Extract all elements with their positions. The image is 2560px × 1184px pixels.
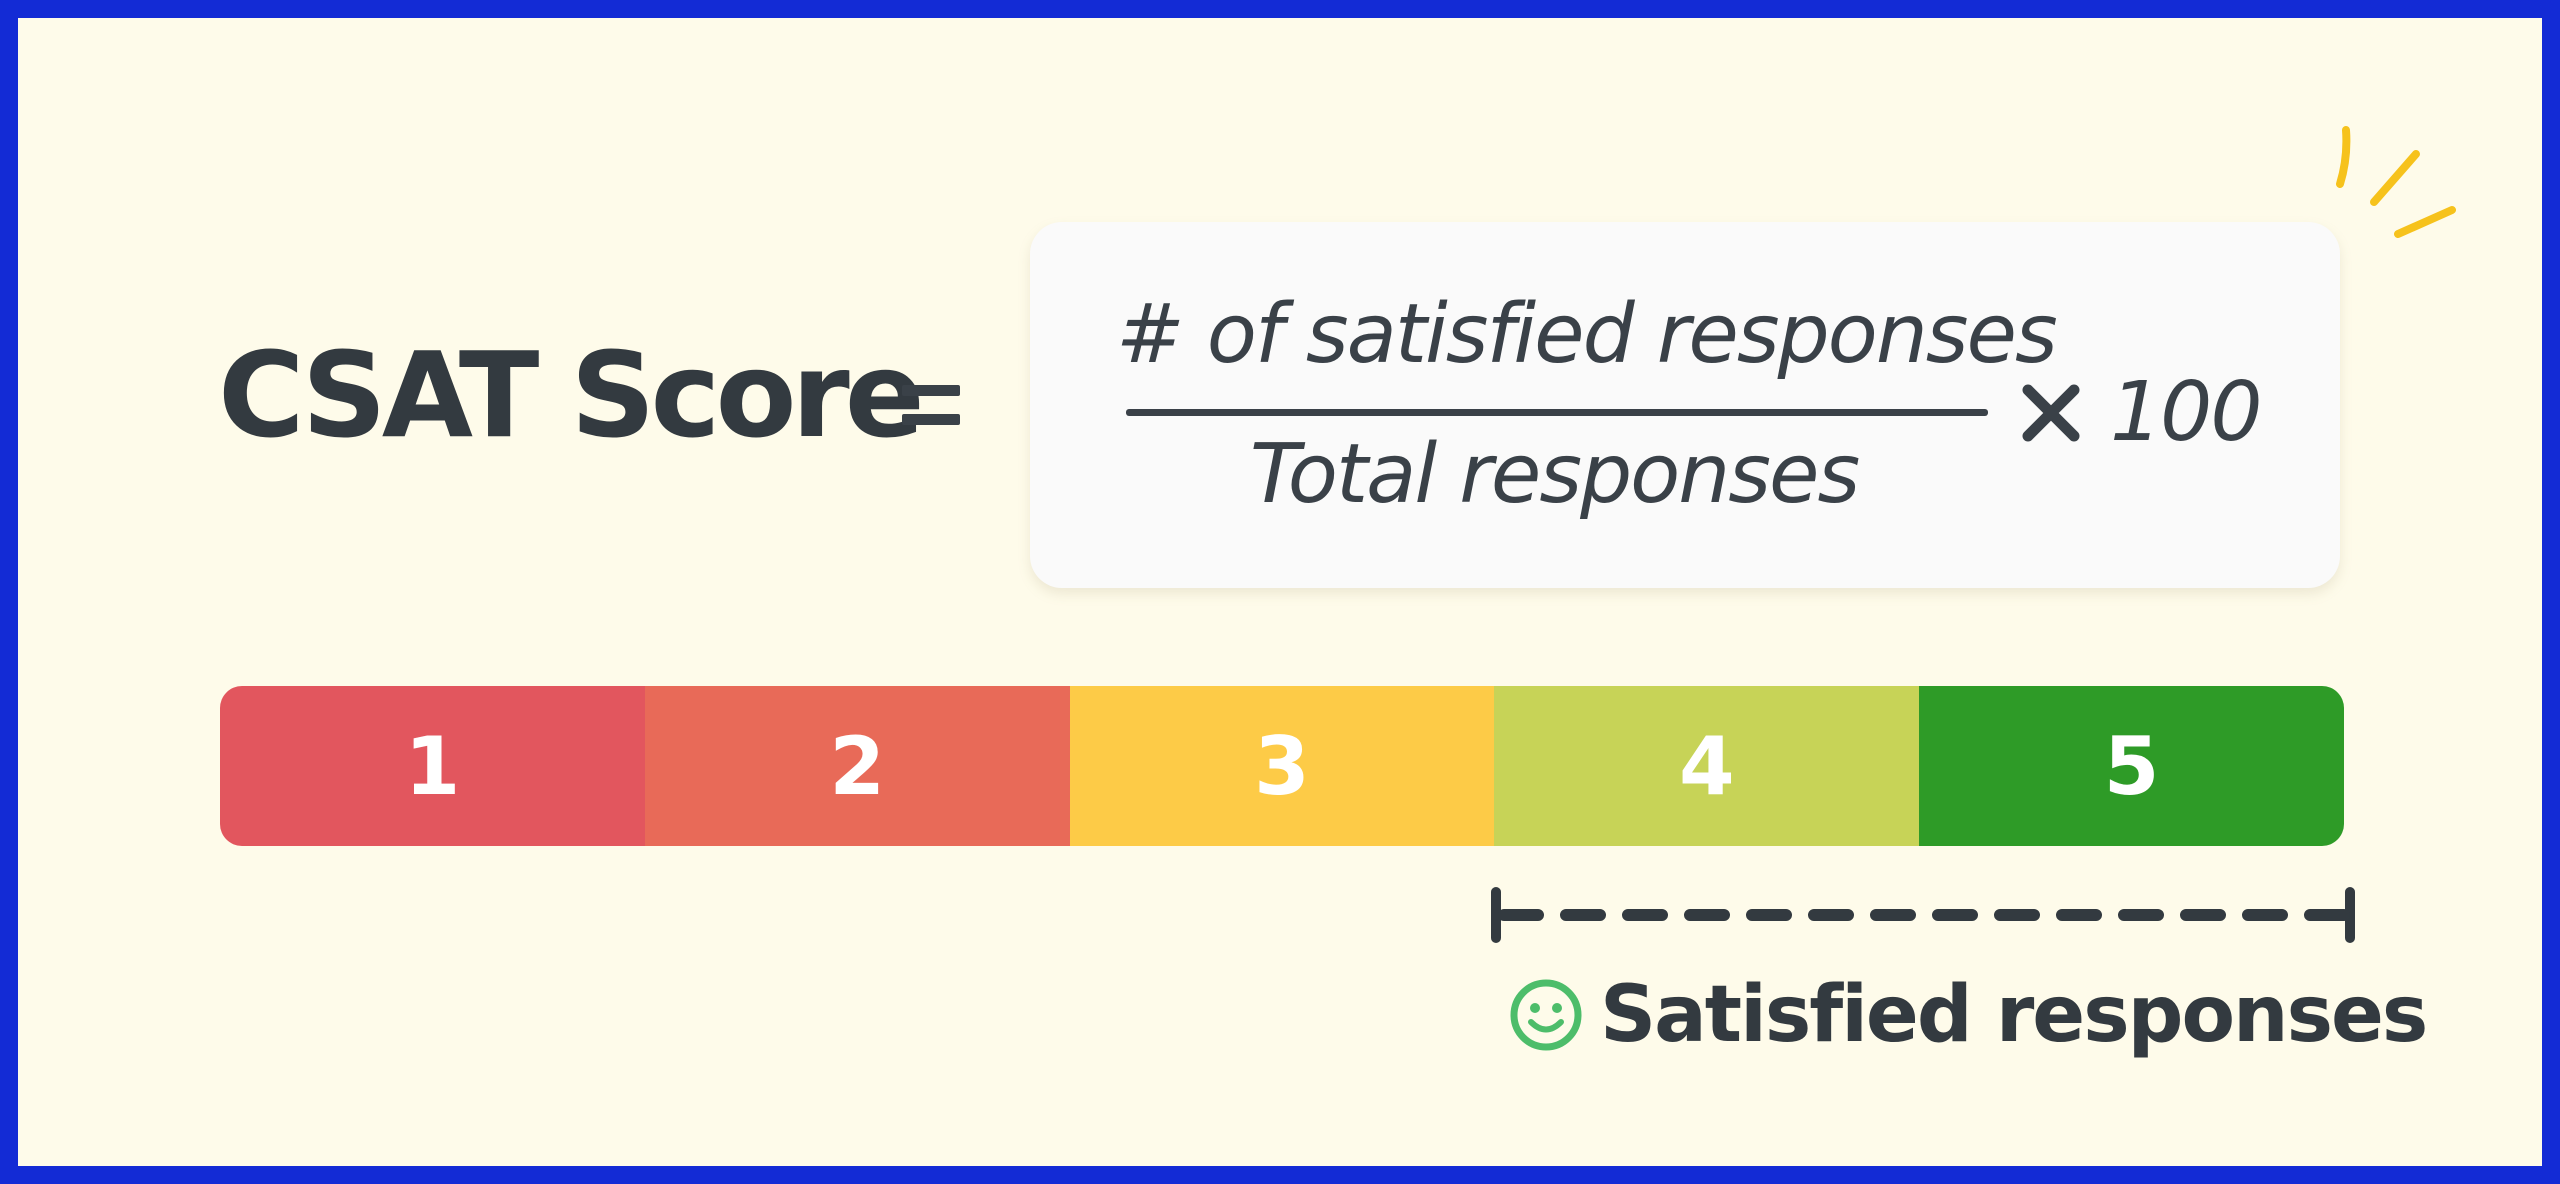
formula-card: # of satisfied responses Total responses… xyxy=(1030,222,2340,588)
satisfied-label: Satisfied responses xyxy=(1508,970,2428,1060)
fraction-line xyxy=(1126,409,1988,416)
rating-segment-1: 1 xyxy=(220,686,645,846)
rating-segment-4: 4 xyxy=(1494,686,1920,846)
smiley-icon xyxy=(1510,979,1582,1051)
formula-multiplier: 100 xyxy=(2110,365,2263,460)
rating-segment-5: 5 xyxy=(1919,686,2344,846)
formula-denominator: Total responses xyxy=(1249,427,1860,522)
satisfied-range-bracket xyxy=(1491,887,2355,943)
equals-icon xyxy=(902,383,960,429)
rating-segment-3: 3 xyxy=(1069,686,1495,846)
csat-title: CSAT Score xyxy=(218,326,925,464)
rating-segment-2: 2 xyxy=(644,686,1070,846)
multiply-icon xyxy=(2022,384,2080,442)
satisfied-text: Satisfied responses xyxy=(1600,970,2428,1060)
formula-numerator: # of satisfied responses xyxy=(1116,287,2058,382)
sparkle-icon xyxy=(2336,126,2456,238)
